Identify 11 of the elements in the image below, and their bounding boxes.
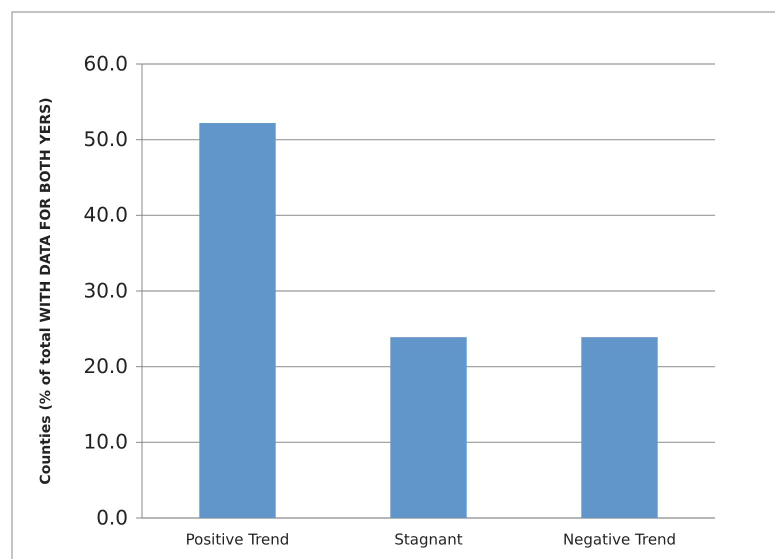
y-tick-label: 0.0 (96, 505, 128, 530)
x-tick-label: Negative Trend (562, 530, 676, 549)
x-tick-label: Positive Trend (186, 530, 290, 549)
x-tick-label: Stagnant (394, 530, 463, 549)
y-tick-label: 60.0 (83, 51, 128, 76)
y-tick-label: 30.0 (83, 278, 128, 302)
y-tick-label: 40.0 (83, 202, 128, 227)
y-tick-label: 10.0 (83, 430, 128, 454)
y-axis-title: Counties (% of total WITH DATA FOR BOTH YERS) (38, 97, 54, 485)
y-tick-label: 50.0 (83, 127, 128, 152)
y-tick-label: 20.0 (83, 354, 128, 378)
